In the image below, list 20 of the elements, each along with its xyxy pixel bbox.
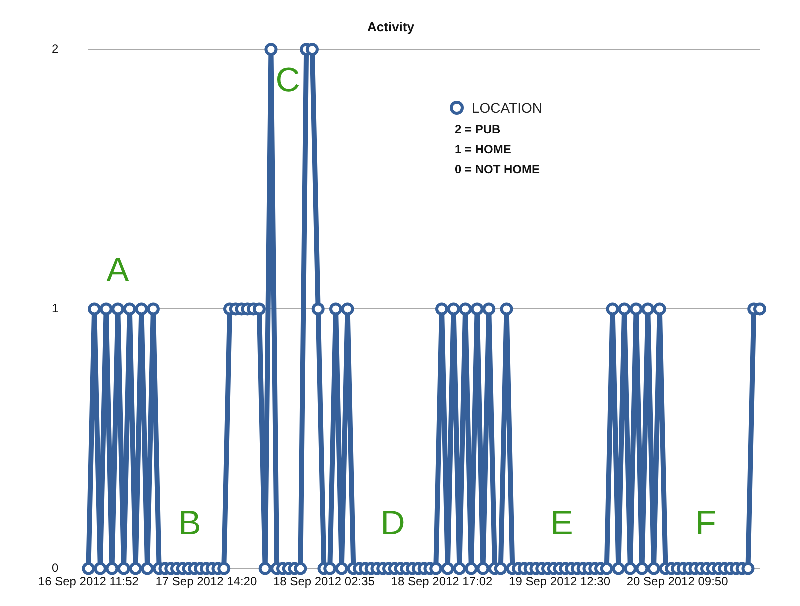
annotation: A (106, 251, 130, 290)
legend-label: LOCATION (472, 100, 543, 116)
annotation: E (550, 504, 574, 542)
annotation: 2 = PUB (455, 122, 502, 136)
annotation: C (276, 61, 300, 100)
x-tick-label: 18 Sep 2012 17:02 (391, 574, 494, 588)
x-tick-label: 18 Sep 2012 02:35 (274, 574, 376, 588)
annotation: 1 = HOME (455, 142, 512, 156)
x-tick-label: 19 Sep 2012 12:30 (509, 574, 611, 588)
x-tick-label: 20 Sep 2012 09:50 (626, 574, 729, 588)
annotation: B (178, 504, 202, 542)
chart-title: Activity (368, 19, 416, 34)
y-tick-label: 0 (52, 561, 59, 576)
annotation: 0 = NOT HOME (455, 162, 540, 176)
annotation: D (380, 504, 406, 542)
y-tick-label: 1 (52, 302, 59, 316)
x-tick-label: 16 Sep 2012 11:52 (38, 574, 140, 588)
x-tick-label: 17 Sep 2012 14:20 (156, 574, 258, 588)
y-tick-label: 2 (52, 42, 59, 56)
annotation: F (696, 504, 716, 542)
